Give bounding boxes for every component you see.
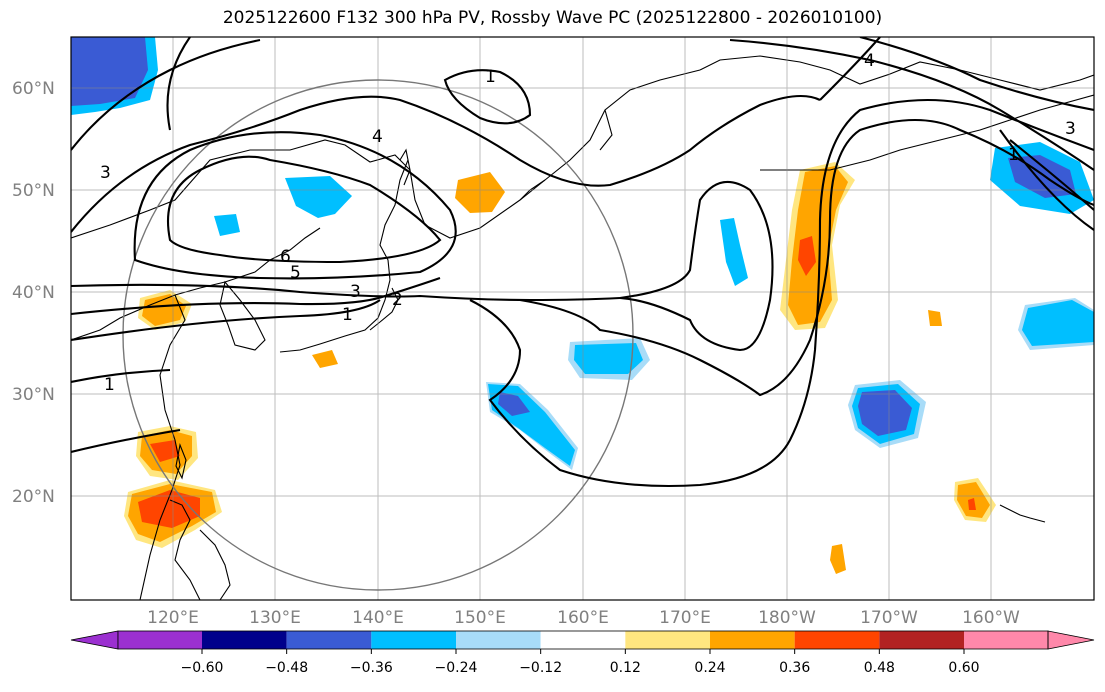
- colorbar-segment: [964, 631, 1048, 649]
- contour-label: 3: [1065, 119, 1076, 139]
- pv-contours: [71, 37, 1094, 488]
- colorbar-segment: [286, 631, 372, 649]
- colorbar-extend-high: [1047, 630, 1095, 650]
- colorbar-tick-label: 0.24: [694, 660, 725, 676]
- colorbar-tick-label: −0.60: [181, 660, 224, 676]
- map-title: 2025122600 F132 300 hPa PV, Rossby Wave …: [222, 8, 883, 28]
- contour-label: 6: [280, 247, 291, 267]
- contour-label: 4: [372, 127, 383, 147]
- colorbar-tick-label: −0.48: [265, 660, 308, 676]
- colorbar-tick-label: −0.24: [435, 660, 478, 676]
- colorbar-tick-label: 0.60: [948, 660, 979, 676]
- colorbar-segment: [625, 631, 710, 649]
- lat-label-20n: 20°N: [12, 487, 55, 507]
- map-frame: [70, 36, 1095, 601]
- lon-label-160e: 160°E: [557, 608, 609, 628]
- lon-label-170e: 170°E: [659, 608, 711, 628]
- lat-label-30n: 30°N: [12, 385, 55, 405]
- colorbar-tick-label: 0.48: [864, 660, 895, 676]
- rossby-region-circle: [122, 79, 634, 591]
- lon-label-170w: 170°W: [860, 608, 918, 628]
- lat-label-60n: 60°N: [12, 79, 55, 99]
- colorbar: −0.60 −0.48 −0.36 −0.24 −0.12 0.12 0.24 0.36 0.4…: [70, 630, 1095, 676]
- lon-label-150e: 150°E: [454, 608, 506, 628]
- colorbar-segments: [118, 631, 1048, 649]
- colorbar-segment: [540, 631, 626, 649]
- colorbar-segment: [202, 631, 287, 649]
- contour-label: 3: [350, 282, 361, 302]
- lon-label-130e: 130°E: [249, 608, 301, 628]
- contour-label: 1: [104, 375, 115, 395]
- latitude-labels: 60°N 50°N 40°N 30°N 20°N: [12, 79, 55, 507]
- pv-anomaly-shading: [71, 37, 1094, 574]
- contour-label: 1: [1008, 145, 1019, 165]
- contour-label: 1: [342, 305, 353, 325]
- lon-label-180w: 180°W: [758, 608, 816, 628]
- contour-label: 2: [392, 290, 403, 310]
- colorbar-segment: [879, 631, 964, 649]
- lon-label-120e: 120°E: [147, 608, 199, 628]
- lon-label-140e: 140°E: [352, 608, 404, 628]
- lat-label-50n: 50°N: [12, 181, 55, 201]
- colorbar-ticks: −0.60 −0.48 −0.36 −0.24 −0.12 0.12 0.24 0.36 0.4…: [181, 649, 980, 676]
- colorbar-segment: [456, 631, 541, 649]
- colorbar-outline: [117, 630, 1049, 650]
- lat-label-40n: 40°N: [12, 283, 55, 303]
- colorbar-tick-label: 0.12: [610, 660, 641, 676]
- colorbar-segment: [118, 631, 202, 649]
- colorbar-segment: [710, 631, 795, 649]
- longitude-labels: 120°E 130°E 140°E 150°E 160°E 170°E 180°…: [147, 608, 1020, 628]
- contour-label: 1: [485, 67, 496, 87]
- lon-label-160w: 160°W: [962, 608, 1020, 628]
- colorbar-segment: [371, 631, 456, 649]
- colorbar-segment: [794, 631, 880, 649]
- colorbar-extend-low: [70, 630, 119, 650]
- contour-label: 3: [100, 163, 111, 183]
- colorbar-tick-label: −0.12: [519, 660, 562, 676]
- colorbar-tick-label: 0.36: [779, 660, 810, 676]
- contour-labels: 1 4 3 6 5 3 2 1 1 1 3 4: [100, 51, 1076, 395]
- contour-label: 4: [864, 51, 875, 71]
- coastlines: [71, 55, 1094, 600]
- colorbar-tick-label: −0.36: [350, 660, 393, 676]
- contour-label: 5: [290, 263, 301, 283]
